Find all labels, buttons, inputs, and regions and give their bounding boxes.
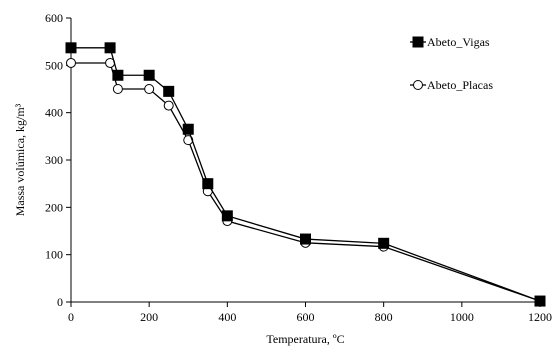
legend-marker: [412, 36, 424, 48]
x-axis-title: Temperatura, ºC: [266, 332, 344, 346]
series-line: [71, 62, 541, 302]
data-point: [221, 210, 233, 222]
data-point: [112, 84, 123, 94]
data-point: [534, 295, 546, 307]
x-tick-label: 800: [375, 310, 393, 324]
legend-label: Abeto_Vigas: [427, 35, 490, 49]
legend-entry: Abeto_Vigas: [410, 35, 490, 49]
data-point: [163, 85, 175, 97]
legend-marker: [413, 80, 423, 90]
x-tick-label: 1000: [450, 310, 474, 324]
x-tick-label: 0: [68, 310, 74, 324]
data-point: [182, 123, 194, 135]
data-point: [143, 69, 155, 81]
data-point: [66, 57, 76, 68]
x-tick-label: 600: [297, 310, 315, 324]
series-layer: [65, 42, 546, 307]
y-tick-label: 300: [45, 153, 63, 167]
series-abeto-placas: [66, 57, 545, 307]
data-point: [378, 237, 390, 249]
axes: 0 100 200 300 400 500 600 0 200 400 600 800 1000 1200: [45, 11, 552, 324]
series-abeto-vigas: [65, 42, 546, 307]
x-tick-label: 1200: [528, 310, 552, 324]
x-tick-label: 200: [140, 310, 158, 324]
y-tick-label: 400: [45, 106, 63, 120]
legend-label: Abeto_Placas: [427, 78, 493, 92]
data-point: [202, 178, 214, 190]
data-point: [163, 100, 174, 111]
data-point: [112, 69, 124, 81]
legend-entry: Abeto_Placas: [410, 78, 493, 92]
x-tick-label: 400: [218, 310, 236, 324]
y-tick-label: 100: [45, 248, 63, 262]
data-point: [144, 84, 155, 94]
y-tick-label: 0: [57, 295, 63, 309]
y-tick-label: 200: [45, 200, 63, 214]
data-point: [65, 42, 77, 54]
legend: Abeto_Vigas Abeto_Placas: [410, 35, 493, 92]
y-tick-label: 500: [45, 58, 63, 72]
data-point: [300, 233, 311, 245]
data-point: [104, 42, 116, 54]
y-axis-title: Massa volúmica, kg/m³: [13, 103, 27, 216]
y-tick-label: 600: [45, 11, 63, 25]
